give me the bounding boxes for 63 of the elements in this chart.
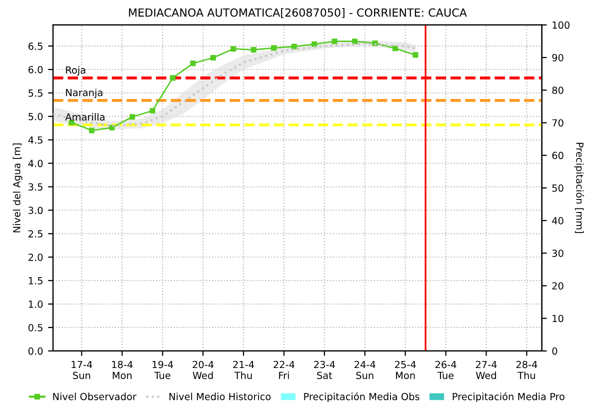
y2-tick-label: 30	[552, 250, 564, 257]
y-tick-label: 0.0	[28, 347, 43, 355]
x-tick-label: 28-4 Thu	[516, 360, 538, 380]
y2-tick-label: 60	[552, 152, 564, 160]
point	[109, 124, 115, 130]
ref-line-label: Roja	[66, 66, 86, 76]
x-tick-label: 19-4 Tue	[152, 360, 174, 380]
point	[312, 41, 318, 47]
y2-tick-label: 50	[552, 184, 564, 192]
y2-axis-title: Precipitación [mm]	[574, 142, 584, 234]
legend-label: Nivel Medio Historico	[170, 392, 271, 400]
point	[352, 38, 358, 44]
y-axis-title: Nivel del Agua [m]	[12, 144, 22, 232]
x-tick-label: 24-4 Sun	[354, 360, 376, 380]
point	[412, 52, 418, 58]
y2-tick-label: 100	[552, 21, 570, 29]
y-tick-label: 6.5	[28, 42, 42, 50]
x-tick-label: 23-4 Sat	[314, 360, 335, 380]
x-tick-label: 22-4 Fri	[274, 360, 294, 379]
legend-label: Nivel Observador	[53, 392, 136, 400]
point	[230, 46, 236, 52]
ref-line-label: Amarilla	[65, 113, 104, 121]
y-tick-label: 4.5	[28, 136, 42, 144]
point	[170, 75, 176, 81]
y2-tick-label: 40	[552, 217, 564, 224]
y-tick-label: 6.0	[28, 66, 43, 74]
y-tick-label: 5.0	[28, 112, 43, 120]
y-tick-label: 3.5	[28, 183, 42, 191]
x-tick-label: 17-4 Sun	[72, 360, 92, 380]
point	[332, 38, 338, 44]
chart-title: MEDIACANOA AUTOMATICA[26087050] - CORRIENTE: CAUCA	[129, 8, 467, 18]
point	[250, 47, 256, 53]
y-tick-label: 1.0	[28, 300, 43, 308]
y-tick-label: 3.0	[28, 206, 43, 214]
y2-tick-label: 0	[552, 347, 558, 355]
y2-tick-label: 70	[552, 119, 564, 127]
ref-line-label: Naranja	[66, 88, 102, 98]
y2-tick-label: 90	[552, 54, 564, 62]
y-tick-label: 5.5	[28, 90, 42, 97]
y-tick-label: 1.5	[28, 277, 42, 284]
point	[210, 54, 216, 61]
point	[150, 108, 156, 114]
x-tick-label: 21-4 Thu	[233, 360, 254, 380]
point	[190, 60, 196, 66]
y2-tick-label: 20	[552, 282, 564, 290]
y-tick-label: 4.0	[28, 160, 43, 168]
point	[392, 46, 398, 52]
x-tick-label: 20-4 Wed	[192, 360, 214, 380]
y2-tick-label: 10	[552, 314, 564, 322]
point	[271, 45, 277, 51]
x-tick-label: 18-4 Mon	[112, 360, 133, 380]
y-tick-label: 0.5	[28, 324, 42, 332]
y-tick-label: 2.0	[28, 254, 43, 261]
legend-label: Precipitación Media Pro	[452, 392, 564, 402]
point	[129, 114, 136, 120]
point	[291, 44, 297, 50]
y-tick-label: 2.5	[28, 230, 42, 238]
point	[89, 128, 95, 134]
x-tick-label: 27-4 Wed	[476, 360, 497, 380]
y2-tick-label: 80	[552, 86, 564, 94]
x-tick-label: 26-4 Tue	[435, 360, 456, 380]
legend-label: Precipitación Media Obs	[304, 392, 420, 402]
x-tick-label: 25-4 Mon	[395, 360, 416, 380]
